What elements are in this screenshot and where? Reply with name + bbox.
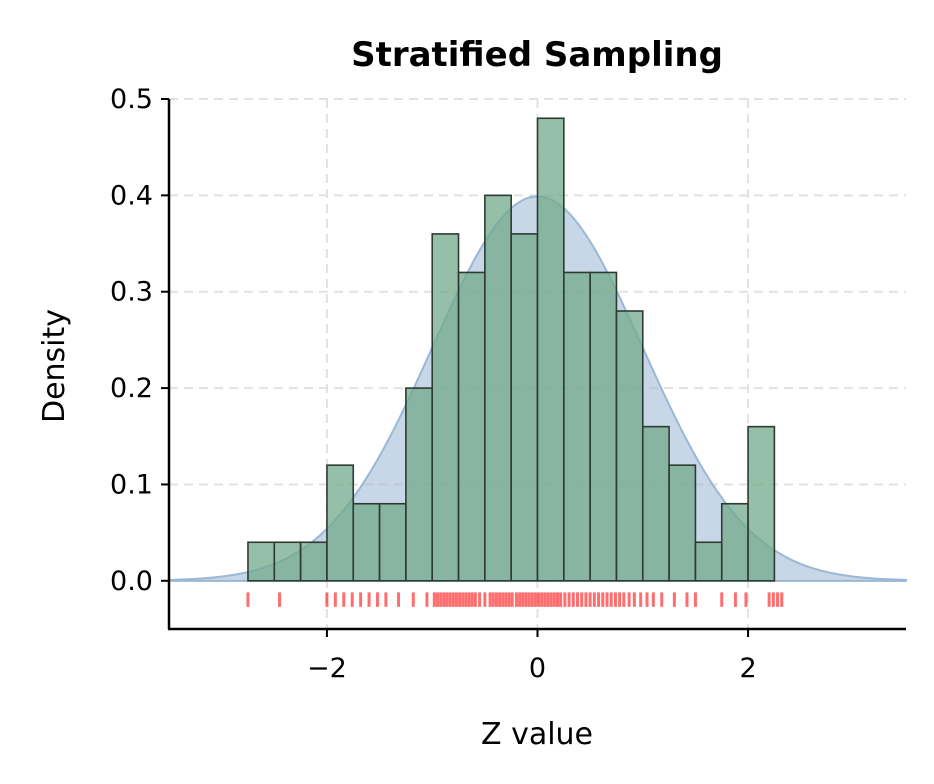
histogram-bar-7 <box>431 233 460 582</box>
histogram-bar-5 <box>378 502 407 582</box>
y-tick-label-5: 0.5 <box>110 84 153 115</box>
histogram-bar-12 <box>563 271 591 582</box>
axis-ticks: 0.0 0.1 0.2 0.3 0.4 0.5 −2 0 2 <box>110 84 757 684</box>
histogram-bar-2 <box>299 541 328 582</box>
histogram-bar-16 <box>668 464 697 582</box>
histogram-bar-10 <box>510 233 539 582</box>
histogram-bar-4 <box>352 502 381 582</box>
x-tick-label-0: −2 <box>307 653 347 684</box>
rug-marks <box>246 592 784 607</box>
chart-title: Stratified Sampling <box>351 35 723 75</box>
histogram-bar-13 <box>589 271 618 582</box>
histogram-bar-0 <box>247 541 276 582</box>
histogram-bars <box>247 117 776 582</box>
histogram-bar-18 <box>720 502 749 582</box>
x-tick-label-2: 2 <box>739 653 756 684</box>
histogram-bar-8 <box>457 271 486 582</box>
histogram-bar-17 <box>694 541 723 582</box>
histogram-bar-11 <box>536 117 565 582</box>
x-axis-label: Z value <box>481 717 593 752</box>
y-tick-label-1: 0.1 <box>110 469 153 500</box>
histogram-bar-9 <box>484 194 512 582</box>
y-tick-label-2: 0.2 <box>110 373 153 404</box>
y-tick-label-0: 0.0 <box>110 566 153 597</box>
histogram-bar-19 <box>747 425 776 582</box>
histogram-bar-15 <box>641 425 670 582</box>
histogram-bar-6 <box>405 387 434 582</box>
histogram-bar-1 <box>273 541 302 582</box>
y-axis-label: Density <box>37 309 72 423</box>
histogram-bar-14 <box>615 310 644 582</box>
x-tick-label-1: 0 <box>529 653 546 684</box>
y-tick-label-3: 0.3 <box>110 277 153 308</box>
y-tick-label-4: 0.4 <box>110 180 153 211</box>
histogram-bar-3 <box>326 464 355 582</box>
